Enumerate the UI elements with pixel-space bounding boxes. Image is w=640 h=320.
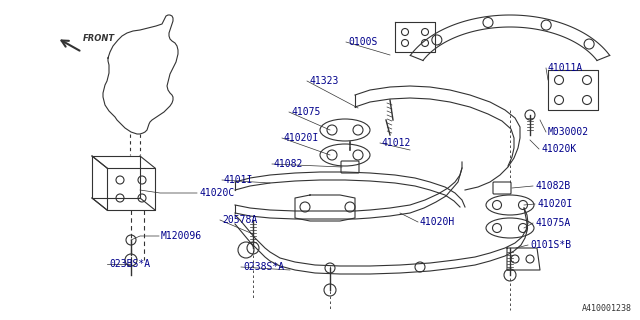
Text: 41082B: 41082B (535, 181, 570, 191)
Text: 41082: 41082 (274, 159, 303, 169)
Text: 41020H: 41020H (420, 217, 455, 227)
Text: A410001238: A410001238 (582, 304, 632, 313)
Text: 20578A: 20578A (222, 215, 257, 225)
Text: 4101I: 4101I (224, 175, 253, 185)
Text: 41020I: 41020I (284, 133, 319, 143)
Text: 41012: 41012 (382, 138, 412, 148)
Text: 023BS*A: 023BS*A (109, 259, 150, 269)
Text: M120096: M120096 (161, 231, 202, 241)
Text: 41020K: 41020K (541, 144, 576, 154)
Text: 41011A: 41011A (548, 63, 583, 73)
Text: 41020C: 41020C (200, 188, 236, 198)
Text: 0238S*A: 0238S*A (243, 262, 284, 272)
Text: 41075A: 41075A (535, 218, 570, 228)
Text: M030002: M030002 (548, 127, 589, 137)
Text: 41323: 41323 (309, 76, 339, 86)
Text: 41020I: 41020I (537, 199, 572, 209)
Text: 0100S: 0100S (348, 37, 378, 47)
Text: 41075: 41075 (291, 107, 321, 117)
Text: FRONT: FRONT (83, 34, 115, 43)
Text: 0101S*B: 0101S*B (530, 240, 571, 250)
